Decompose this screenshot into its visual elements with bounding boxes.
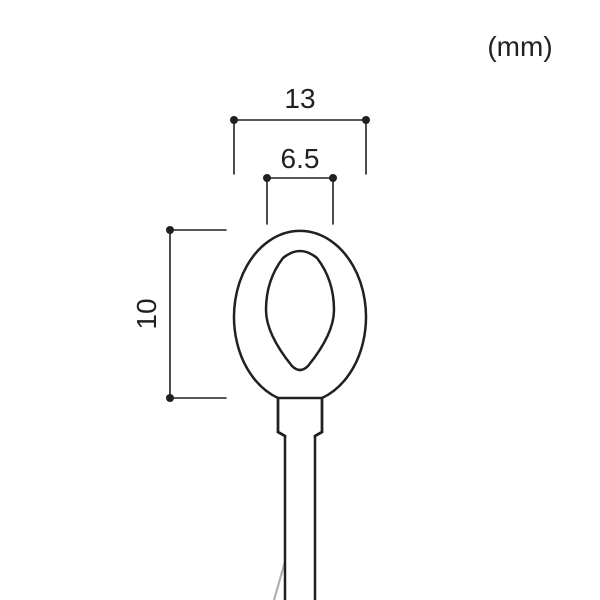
svg-text:13: 13 — [284, 83, 315, 114]
svg-text:6.5: 6.5 — [281, 143, 320, 174]
svg-text:10: 10 — [131, 298, 162, 329]
svg-text:(mm): (mm) — [487, 31, 552, 62]
